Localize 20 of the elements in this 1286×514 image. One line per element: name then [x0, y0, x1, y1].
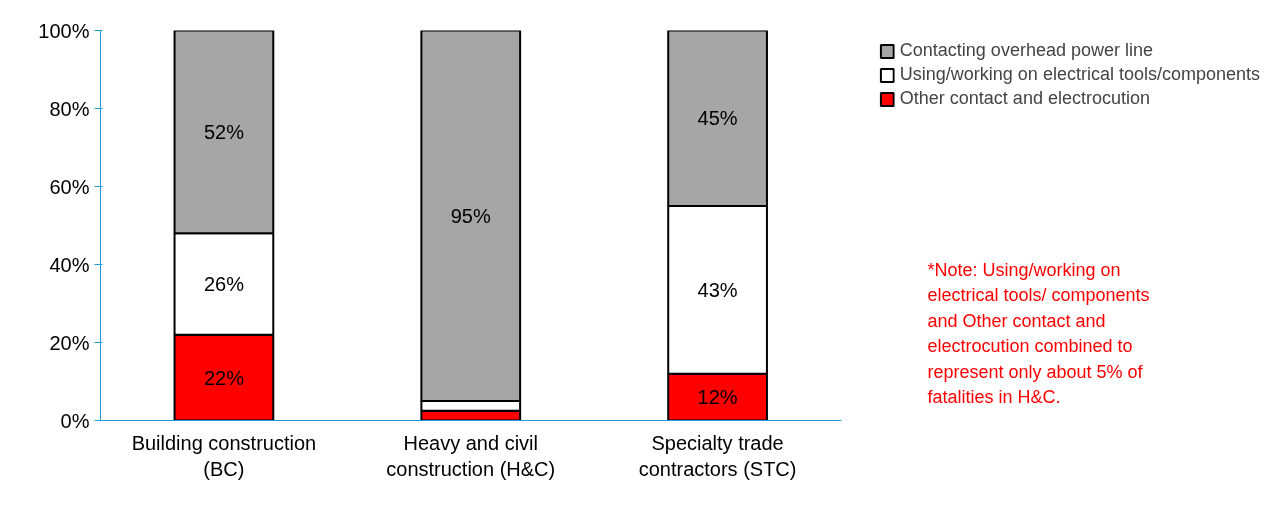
legend-label: Contacting overhead power line: [899, 40, 1153, 61]
data-label: 26%: [203, 273, 245, 295]
legend-label: Using/working on electrical tools/components: [899, 64, 1260, 85]
x-tick-label: Building construction (BC): [131, 431, 317, 480]
y-tick-label: 60%: [49, 175, 90, 198]
y-tick-label: 0%: [60, 409, 90, 432]
data-label: 12%: [697, 386, 738, 409]
data-label: 52%: [203, 120, 245, 143]
y-tick-label: 80%: [49, 97, 90, 120]
x-tick-label: Specialty trade contractors (STC): [638, 431, 797, 480]
y-tick-label: 40%: [49, 253, 90, 276]
y-tick-label: 100%: [38, 19, 90, 42]
data-label: 22%: [203, 366, 245, 389]
data-label: 95%: [450, 204, 491, 227]
x-tick-label: Heavy and civil construction (H&C): [386, 431, 556, 480]
y-tick-label: 20%: [49, 331, 90, 354]
legend-label: Other contact and electrocution: [899, 88, 1150, 109]
text: *Note: Using/working on electrical tools/ components and Other contact and electrocution combined to represent only about 5% of fatalities in H&C.: [927, 260, 1150, 407]
data-label: 45%: [697, 107, 738, 130]
data-label: 43%: [697, 278, 738, 301]
